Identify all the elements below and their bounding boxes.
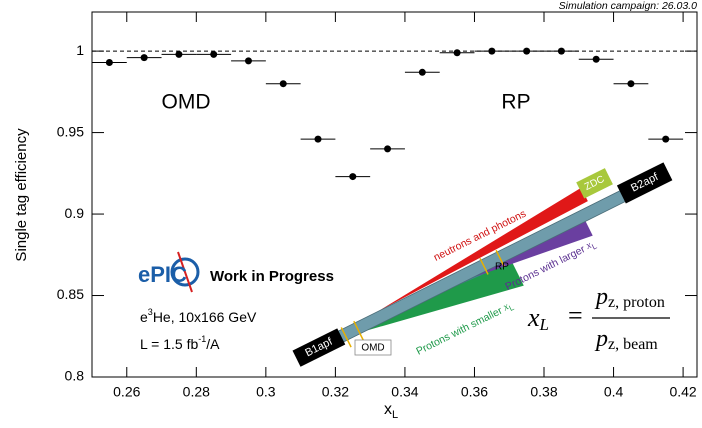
detector-plane	[479, 257, 489, 275]
formula-num: pz, proton	[594, 284, 665, 311]
band-neutrons	[377, 187, 588, 312]
logo-name: ePIC	[138, 262, 187, 287]
logo-ring	[170, 257, 200, 287]
rp-label: RP	[495, 262, 509, 273]
data-point	[627, 80, 635, 88]
logo-status: Work in Progress	[210, 268, 334, 285]
data-point	[453, 49, 461, 57]
data-point	[175, 50, 183, 58]
beam-part: He, 10x166 GeV	[153, 309, 257, 325]
annotation: OMD	[162, 91, 211, 114]
b1apf-box	[292, 328, 346, 367]
formula-eq: =	[568, 301, 583, 330]
data-point	[418, 68, 426, 76]
y-tick-label: 0.95	[57, 123, 84, 139]
formula-lhs: xL	[527, 303, 549, 334]
formula-num-sub: z, proton	[608, 294, 665, 311]
x-tick-label: 0.32	[322, 384, 349, 400]
data-point	[662, 135, 670, 143]
x-tick-label: 0.28	[183, 384, 210, 400]
lumi-info: L = 1.5 fb-1/A	[140, 334, 220, 351]
chart-title: Simulation campaign: 26.03.0	[559, 0, 697, 12]
lumi-sup: -1	[198, 334, 206, 344]
omd-label: OMD	[361, 343, 384, 354]
formula-p: p	[594, 326, 608, 352]
beamline-diagram: ZDC B2apf B1apf neutrons and photons Pro…	[292, 162, 673, 367]
x-tick-label: 0.4	[604, 384, 624, 400]
data-point	[244, 57, 252, 65]
x-axis-label: xL	[384, 401, 398, 421]
data-point	[140, 54, 148, 62]
smaller-x: x	[501, 302, 511, 315]
lumi-part: /A	[206, 336, 220, 352]
data-point	[105, 59, 113, 67]
beam-part: e	[140, 309, 148, 325]
data-point	[279, 80, 287, 88]
larger-x: x	[584, 240, 594, 253]
y-tick-label: 0.85	[57, 286, 84, 302]
y-tick-label: 1	[76, 42, 84, 58]
logo-track	[177, 251, 193, 293]
data-point	[592, 55, 600, 63]
y-axis-label: Single tag efficiency	[13, 128, 30, 262]
b2apf-box	[616, 162, 673, 204]
data-point	[557, 47, 565, 55]
logo: ePIC Work in Progress e3He, 10x166 GeV L…	[138, 251, 334, 352]
x-tick-label: 0.34	[391, 384, 418, 400]
detector-plane	[495, 249, 505, 267]
x-tick-label: 0.42	[669, 384, 696, 400]
formula-sub: L	[539, 315, 549, 334]
y-tick-label: 0.9	[65, 205, 85, 221]
formula-den-sub: z, beam	[608, 336, 658, 353]
data-point	[210, 50, 218, 58]
x-tick-label: 0.26	[113, 384, 140, 400]
data-point	[314, 135, 322, 143]
x-tick-label: 0.38	[530, 384, 557, 400]
detector-plane	[353, 320, 365, 342]
beam-sup: 3	[148, 307, 153, 317]
x-axis-label-main: x	[384, 401, 392, 418]
beam-info: e3He, 10x166 GeV	[140, 307, 257, 324]
data-point	[384, 145, 392, 153]
larger-sub: L	[590, 241, 598, 251]
zdc-box	[576, 168, 613, 199]
data-point	[523, 47, 531, 55]
formula-den: pz, beam	[594, 326, 658, 353]
formula-x: x	[527, 303, 540, 332]
y-tick-label: 0.8	[65, 368, 85, 384]
plot-frame	[91, 11, 698, 378]
formula-p: p	[594, 284, 608, 310]
smaller-sub: L	[508, 303, 516, 313]
lumi-part: L = 1.5 fb	[140, 336, 198, 352]
annotation: RP	[501, 91, 530, 114]
omd-box	[354, 339, 392, 356]
data-point	[349, 173, 357, 181]
x-axis-label-sub: L	[392, 409, 398, 421]
x-tick-label: 0.3	[256, 384, 276, 400]
x-tick-label: 0.36	[461, 384, 488, 400]
data-point	[488, 47, 496, 55]
detector-plane	[340, 327, 352, 348]
formula: xL = pz, proton pz, beam	[527, 284, 670, 353]
